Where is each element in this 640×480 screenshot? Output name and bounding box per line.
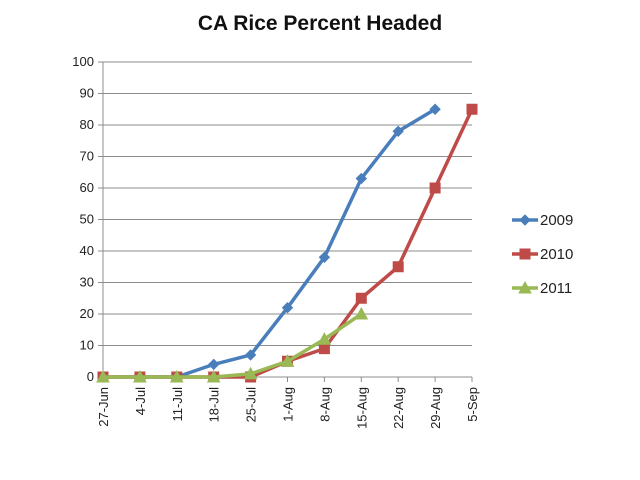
data-point [318, 343, 330, 355]
y-tick-label: 50 [80, 212, 94, 227]
y-tick-label: 20 [80, 306, 94, 321]
legend-item-2010: 2010 [512, 246, 573, 263]
legend-item-2011: 2011 [512, 280, 572, 297]
series-2010 [97, 103, 478, 383]
x-tick-label: 1-Aug [281, 387, 296, 422]
data-point [281, 301, 294, 314]
data-point [392, 261, 404, 273]
y-tick-label: 80 [80, 117, 94, 132]
chart-title: CA Rice Percent Headed [198, 12, 442, 35]
data-point [317, 332, 332, 345]
legend-item-2009: 2009 [512, 212, 573, 229]
data-point [207, 358, 220, 371]
legend-label: 2010 [540, 246, 573, 263]
data-point [206, 369, 221, 383]
data-point [354, 306, 369, 320]
x-tick-label: 22-Aug [391, 387, 406, 429]
y-tick-label: 90 [80, 86, 94, 101]
data-point [133, 369, 147, 383]
data-point [429, 182, 441, 194]
data-point [169, 369, 184, 383]
legend-label: 2011 [540, 280, 572, 297]
data-point [280, 354, 295, 367]
data-point [466, 103, 478, 115]
x-tick-label: 18-Jul [207, 387, 222, 423]
y-tick-label: 70 [80, 149, 94, 164]
series-line [103, 312, 363, 379]
y-tick-label: 30 [80, 275, 94, 290]
x-tick-label: 8-Aug [317, 387, 332, 422]
y-tick-label: 40 [80, 243, 94, 258]
data-point [355, 292, 367, 304]
data-point [318, 251, 331, 264]
series-2011 [96, 306, 369, 383]
series-line [103, 108, 474, 379]
x-tick-label: 15-Aug [354, 387, 369, 429]
data-point [96, 369, 110, 383]
x-tick-label: 27-Jun [96, 387, 111, 427]
series-group [96, 103, 478, 383]
y-tick-label: 10 [80, 338, 94, 353]
data-point [243, 366, 258, 380]
x-tick-label: 5-Sep [465, 387, 480, 422]
legend-marker [519, 214, 531, 226]
legend-marker [519, 248, 531, 260]
y-axis-ticks: 0 10 20 30 40 50 60 70 80 90 100 [72, 54, 103, 384]
gridlines [103, 61, 472, 346]
series-2009 [97, 103, 441, 383]
x-tick-label: 4-Jul [133, 387, 148, 415]
legend-label: 2009 [540, 212, 573, 229]
y-tick-label: 100 [72, 54, 94, 69]
legend-marker [518, 280, 532, 294]
x-tick-label: 11-Jul [170, 387, 185, 422]
x-axis-ticks: 27-Jun 4-Jul 11-Jul 18-Jul 25-Jul 1-Aug 8-Aug 1… [96, 377, 480, 429]
data-point [429, 103, 441, 115]
data-point [355, 172, 368, 185]
series-line [103, 107, 436, 379]
data-point [244, 349, 257, 361]
y-tick-label: 0 [87, 369, 94, 384]
x-tick-label: 25-Jul [244, 387, 259, 423]
y-tick-label: 60 [80, 180, 94, 195]
data-point [392, 125, 404, 138]
x-tick-label: 29-Aug [428, 387, 443, 429]
legend: 2009 2010 2011 [512, 212, 573, 297]
